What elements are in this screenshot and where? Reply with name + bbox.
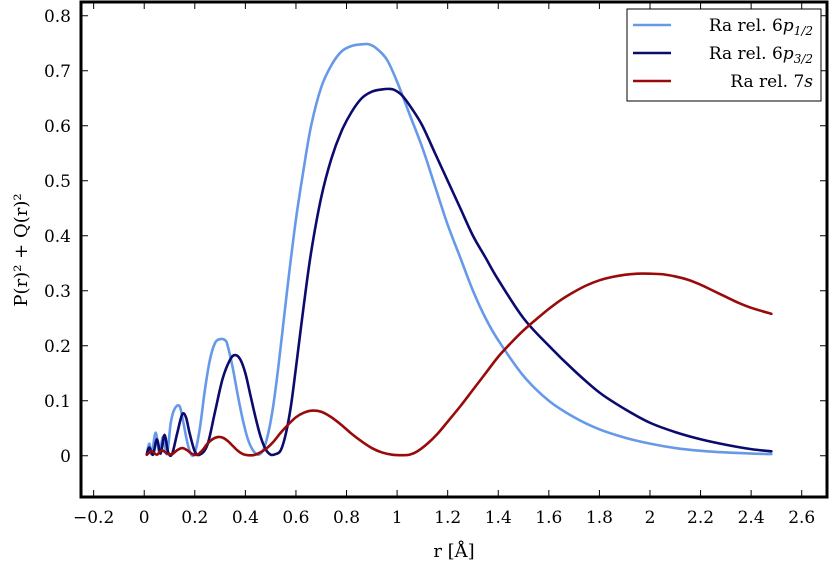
x-tick-label: 1.2 (434, 508, 461, 528)
x-tick-label: 0.6 (282, 508, 309, 528)
x-tick-label: 0 (139, 508, 150, 528)
x-axis-ticks: −0.2 0 0.2 0.4 0.6 0.8 1 1.2 1.4 1.6 1.8 2 2.2 2.4 2.6 (73, 2, 815, 528)
y-tick-label: 0.7 (44, 62, 71, 82)
y-tick-label: 0.3 (44, 282, 71, 302)
x-tick-label: 0.8 (333, 508, 360, 528)
y-tick-label: 0.4 (44, 227, 71, 247)
y-axis-label: P(r)² + Q(r)² (11, 193, 32, 306)
legend: Ra rel. 6p1/2 Ra rel. 6p3/2 Ra rel. 7s (626, 8, 822, 102)
x-axis-label: r [Å] (433, 540, 474, 562)
x-tick-label: 2.4 (738, 508, 765, 528)
x-tick-label: 1 (392, 508, 403, 528)
x-tick-label: 0.2 (181, 508, 208, 528)
y-tick-label: 0.2 (44, 337, 71, 357)
y-axis-ticks: 0 0.1 0.2 0.3 0.4 0.5 0.6 0.7 0.8 (44, 7, 827, 467)
x-tick-label: 1.8 (586, 508, 613, 528)
x-tick-label: 1.4 (485, 508, 512, 528)
x-tick-label: 2.2 (687, 508, 714, 528)
legend-label-6p12: Ra rel. 6p1/2 (709, 16, 813, 38)
series-line-6p32 (145, 87, 773, 458)
series-group (145, 42, 773, 458)
x-tick-label: 2.6 (788, 508, 815, 528)
legend-label-6p32: Ra rel. 6p3/2 (709, 44, 813, 66)
x-tick-label: 2 (645, 508, 656, 528)
y-tick-label: 0.5 (44, 172, 71, 192)
y-tick-label: 0.6 (44, 117, 71, 137)
x-tick-label: 0.4 (232, 508, 259, 528)
y-tick-label: 0 (60, 447, 71, 467)
y-tick-label: 0.1 (44, 392, 71, 412)
legend-label-7s: Ra rel. 7s (730, 72, 813, 92)
series-line-7s (145, 272, 773, 457)
x-tick-label: 1.6 (535, 508, 562, 528)
y-tick-label: 0.8 (44, 7, 71, 27)
series-line-6p12 (145, 42, 773, 458)
plot-frame (79, 0, 829, 499)
x-tick-label: −0.2 (73, 508, 114, 528)
